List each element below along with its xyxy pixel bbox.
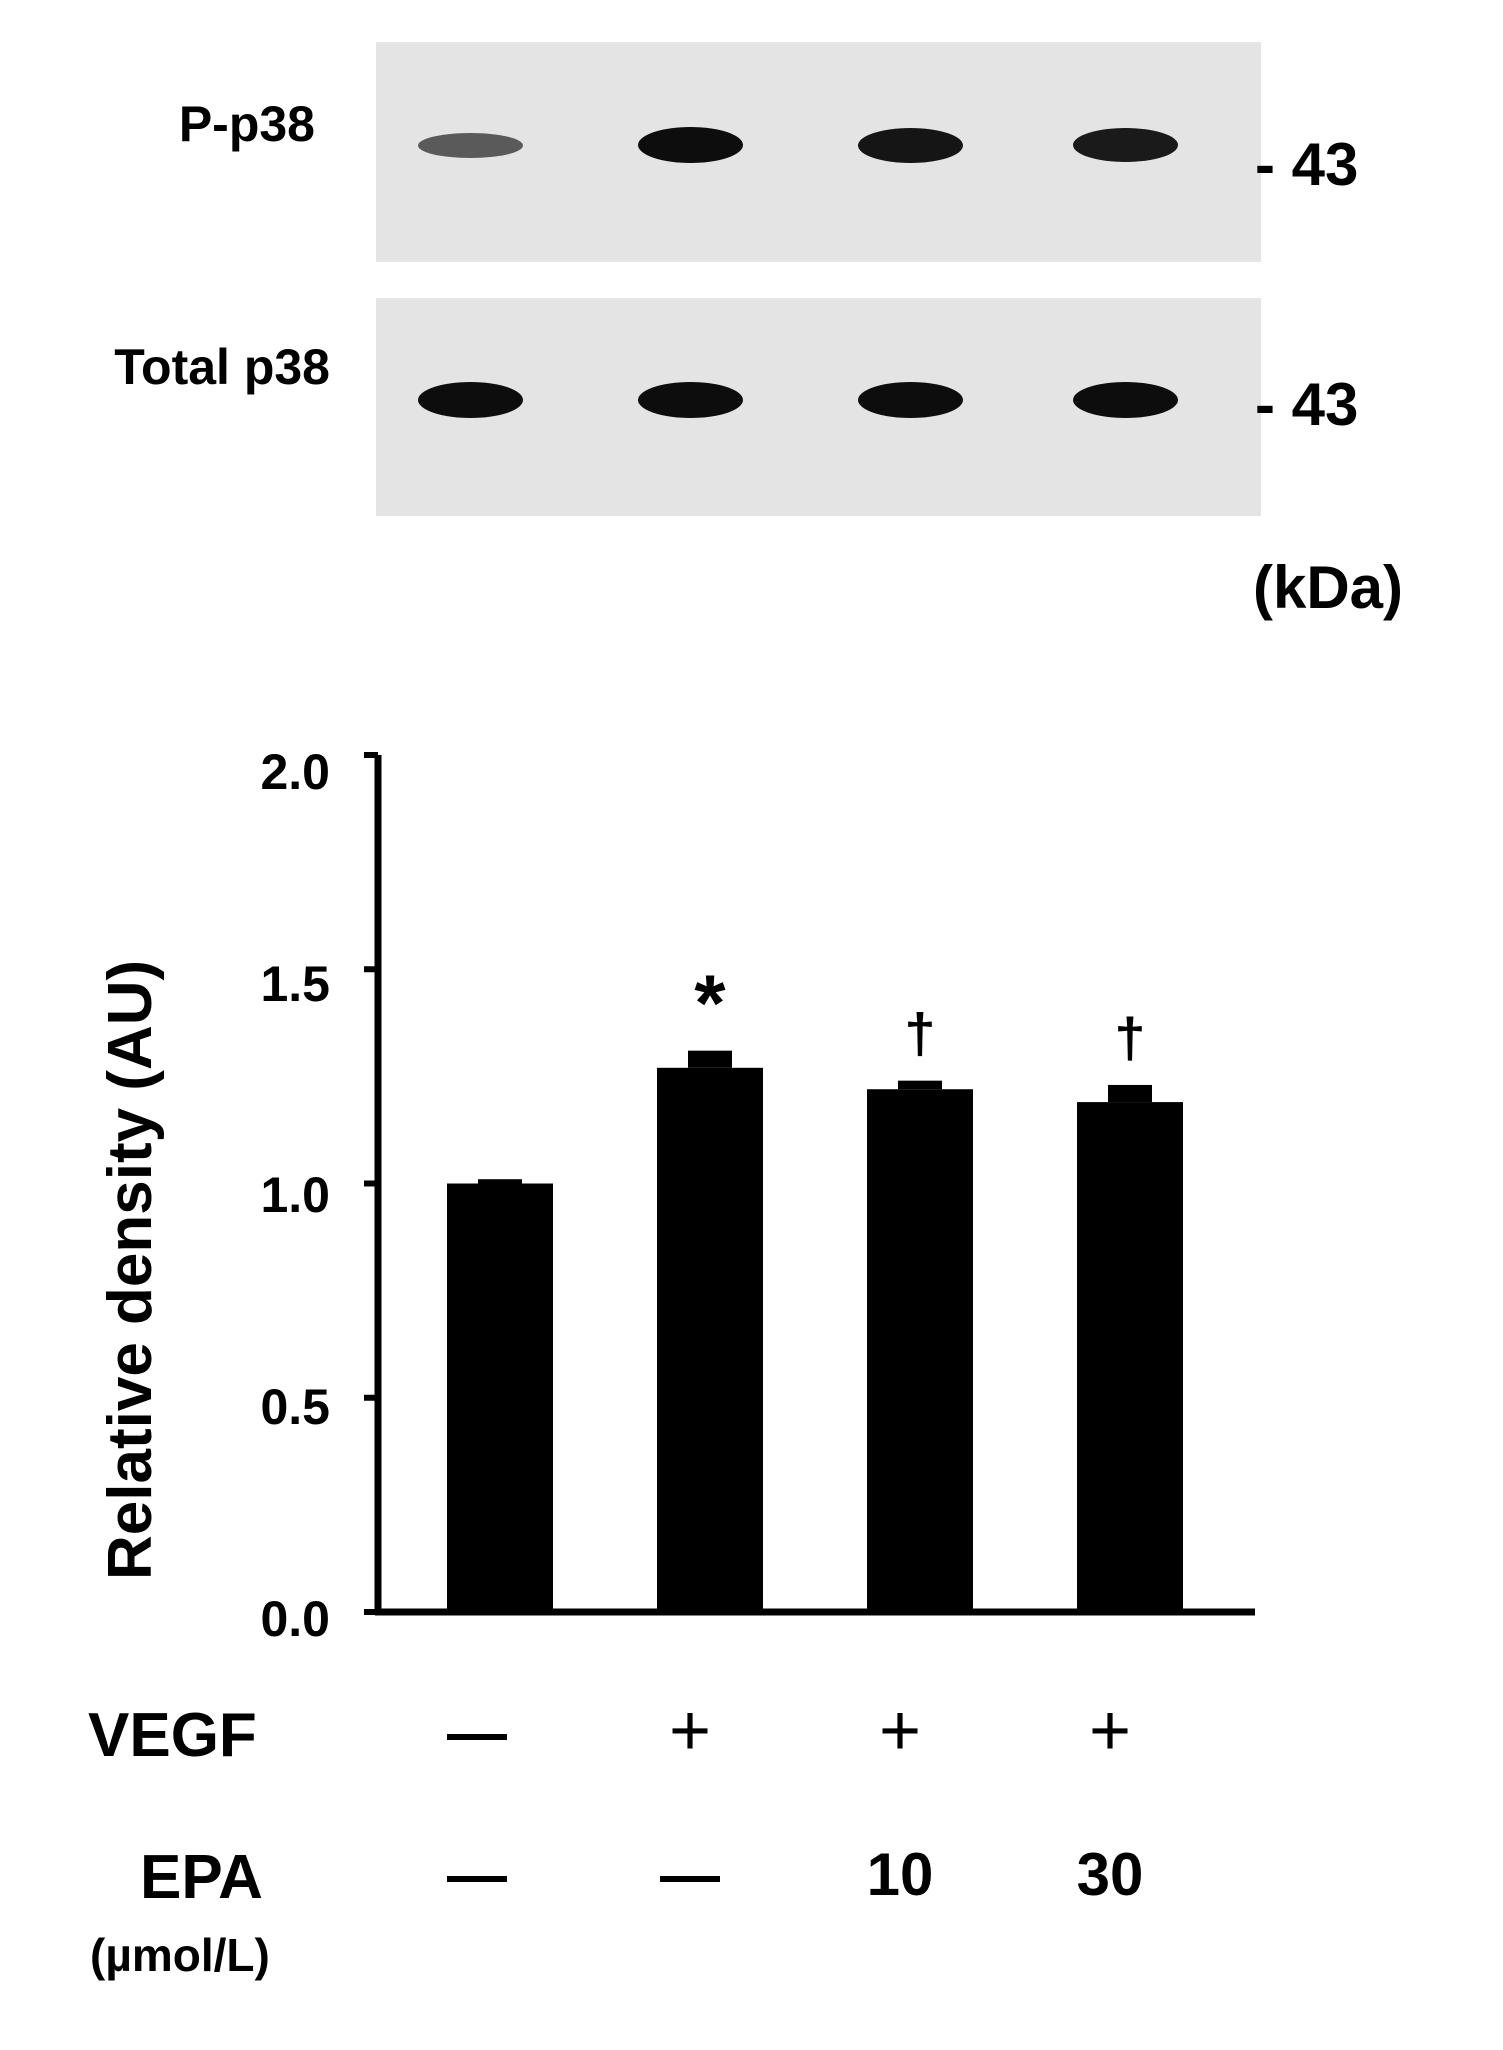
vegf-cond-3: + (878, 1691, 922, 1771)
significance-marker: † (1114, 1006, 1145, 1069)
error-bar (478, 1179, 522, 1184)
y-tick-0-5: 0.5 (260, 1379, 330, 1435)
kda-unit-label: (kDa) (1253, 554, 1404, 621)
blot-band (857, 127, 963, 163)
marker-value: 43 (1291, 371, 1359, 438)
blot-band (637, 127, 743, 163)
marker-dash: - (1255, 371, 1292, 438)
error-bar (1108, 1084, 1152, 1103)
blot-panel-p-p38 (376, 42, 1261, 262)
error-bar (898, 1080, 942, 1090)
marker-value: 43 (1291, 131, 1359, 198)
y-tick-1: 1.0 (260, 1167, 330, 1223)
epa-unit-label: (µmol/L) (90, 1929, 270, 1981)
y-tick-0: 0.0 (260, 1591, 330, 1647)
blot-band (1072, 382, 1178, 418)
blot-row-label-total-p38: Total p38 (114, 339, 330, 395)
marker-dash: - (1255, 131, 1292, 198)
y-tick-1-5: 1.5 (260, 956, 330, 1012)
vegf-cond-4: + (1088, 1691, 1132, 1771)
y-tick-2: 2.0 (260, 744, 330, 800)
epa-cond-4: 30 (1076, 1841, 1144, 1908)
blot-band (417, 132, 523, 158)
blot-panel-total-p38 (376, 298, 1261, 516)
blot-band (857, 382, 963, 418)
epa-cond-3: 10 (866, 1841, 934, 1908)
bar (1077, 1102, 1183, 1612)
blot-band (417, 382, 523, 418)
blot-band (1072, 128, 1178, 162)
blot-band (637, 382, 743, 418)
marker-43-top: - 43 (1255, 130, 1358, 199)
error-bar (688, 1050, 732, 1068)
epa-cond-1: — (447, 1841, 507, 1908)
epa-cond-2: — (660, 1841, 720, 1908)
vegf-cond-1: — (447, 1699, 507, 1766)
vegf-row-label: VEGF (88, 1701, 257, 1770)
bar (867, 1089, 973, 1612)
vegf-cond-2: + (668, 1691, 712, 1771)
bar (447, 1183, 553, 1612)
bar (657, 1067, 763, 1612)
marker-43-bottom: - 43 (1255, 370, 1358, 439)
significance-marker: * (694, 959, 726, 1048)
epa-row-label: EPA (140, 1843, 263, 1912)
blot-row-label-p-p38: P-p38 (178, 96, 315, 152)
significance-marker: † (904, 1002, 935, 1065)
